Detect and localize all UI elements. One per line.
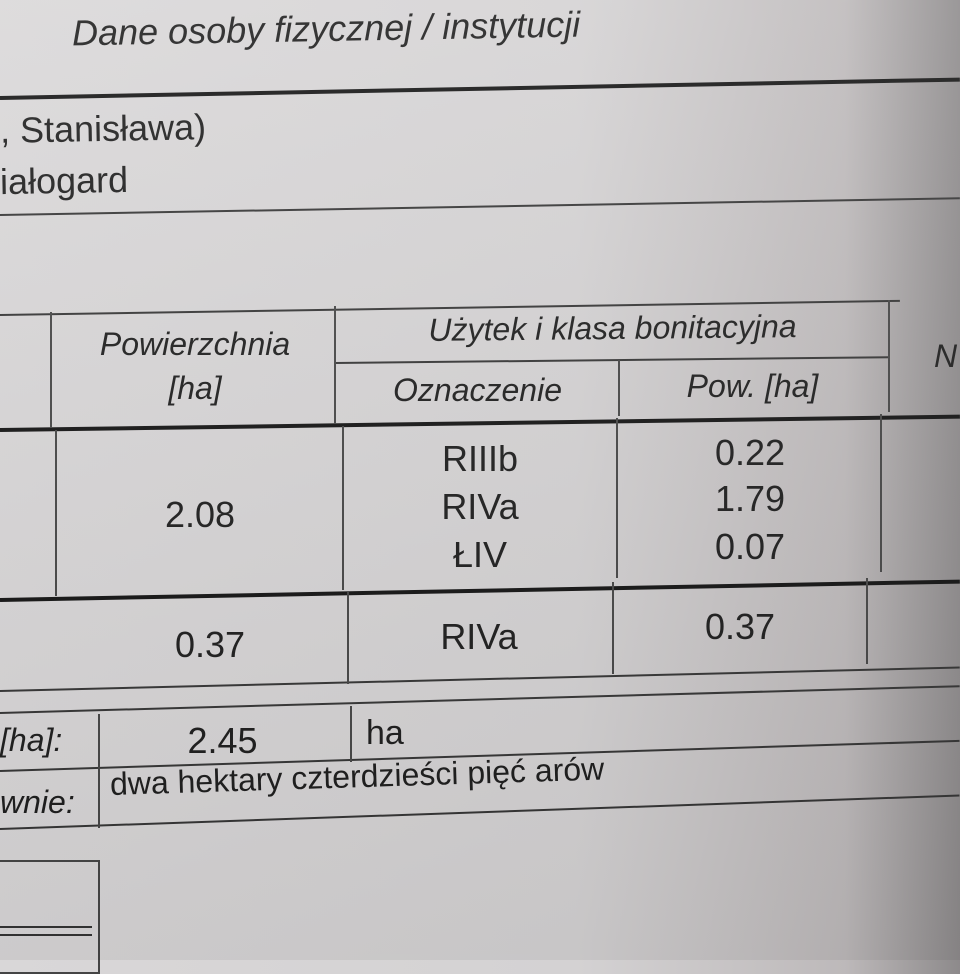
row1-designation-3: ŁIV (452, 534, 508, 575)
total-value: 2.45 (187, 720, 258, 761)
form-box (0, 860, 100, 974)
row1-designation-1: RIIIb (441, 438, 519, 479)
row1-area-2: 1.79 (714, 478, 786, 519)
table-border (350, 706, 352, 762)
header-designation: Oznaczenie (393, 372, 562, 408)
row1-area-1: 0.22 (714, 432, 786, 473)
table-border (334, 356, 890, 364)
table-border (342, 426, 344, 590)
row1-area-3: 0.07 (714, 526, 786, 567)
row1-designation-2: RIVa (441, 486, 519, 527)
header-use-area: Pow. [ha] (686, 368, 819, 404)
table-border (334, 306, 336, 424)
table-border (618, 360, 620, 416)
table-border (0, 666, 960, 692)
table-border (50, 312, 52, 428)
header-use-class: Użytek i klasa bonitacyjna (428, 308, 797, 348)
row2-designation: RIVa (440, 616, 518, 657)
owner-name: , Stanisława) (0, 106, 207, 151)
row2-use-area: 0.37 (704, 606, 776, 647)
divider (0, 197, 960, 216)
table-border (98, 714, 100, 828)
header-area-unit: [ha] (168, 370, 222, 406)
table-border (347, 592, 349, 684)
section-title: Dane osoby fizycznej / instytucji (71, 3, 581, 54)
table-border (55, 430, 57, 596)
table-border (866, 578, 868, 664)
table-border (0, 579, 960, 602)
table-border (612, 582, 614, 674)
row2-area: 0.37 (174, 624, 246, 665)
form-box-divider (0, 926, 92, 928)
table-border (0, 414, 960, 432)
words-label: wnie: (0, 784, 75, 820)
form-box-divider (0, 934, 92, 936)
table-border (0, 685, 960, 714)
header-next-partial: N (934, 338, 958, 374)
header-area: Powierzchnia (99, 326, 291, 362)
divider (0, 77, 960, 100)
table-border (880, 414, 882, 572)
table-border (888, 300, 890, 412)
owner-place: iałogard (0, 158, 129, 203)
total-label: [ha]: (0, 722, 63, 758)
total-unit: ha (366, 714, 404, 752)
table-border (616, 418, 618, 578)
row1-area: 2.08 (164, 494, 236, 535)
